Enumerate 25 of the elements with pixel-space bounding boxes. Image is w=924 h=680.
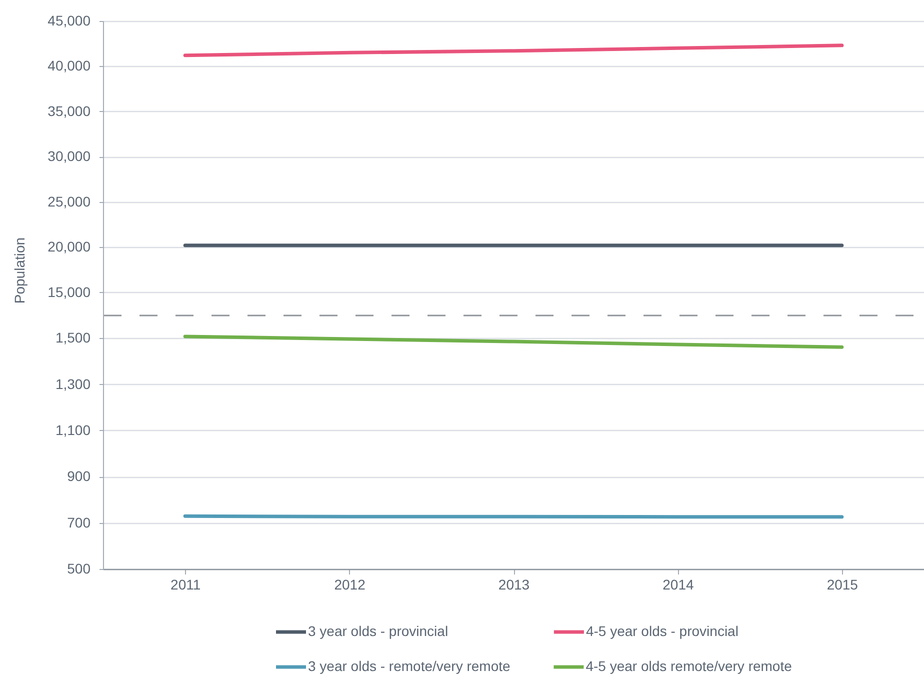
- x-tick-label: 2013: [498, 576, 530, 592]
- y-tick-label: 500: [67, 560, 91, 576]
- legend-label: 3 year olds - remote/very remote: [308, 658, 511, 674]
- y-tick-label: 35,000: [48, 102, 91, 119]
- y-tick-label: 25,000: [48, 193, 91, 210]
- y-tick-label: 40,000: [48, 58, 91, 74]
- y-tick-label: 30,000: [48, 148, 91, 164]
- line-series: [183, 334, 844, 349]
- x-tick-label: 2014: [662, 576, 694, 592]
- y-tick-label: 700: [67, 514, 91, 530]
- y-tick-label: 45,000: [48, 12, 91, 28]
- legend-label: 4-5 year olds remote/very remote: [586, 658, 792, 674]
- y-tick-label: 1,300: [55, 376, 91, 392]
- x-tick-label: 2011: [170, 576, 201, 592]
- x-tick-label: 2012: [334, 576, 366, 592]
- y-tick-label: 20,000: [48, 238, 91, 255]
- y-tick-label: 1,500: [55, 330, 91, 346]
- y-tick-label: 900: [67, 468, 91, 484]
- line-series: [183, 44, 844, 58]
- legend-label: 3 year olds - provincial: [308, 623, 448, 639]
- x-tick-label: 2015: [826, 576, 858, 592]
- y-tick-label: 1,100: [55, 422, 91, 438]
- y-axis-title: Population: [12, 237, 28, 304]
- y-tick-label: 15,000: [48, 284, 91, 300]
- legend-label: 4-5 year olds - provincial: [586, 623, 738, 639]
